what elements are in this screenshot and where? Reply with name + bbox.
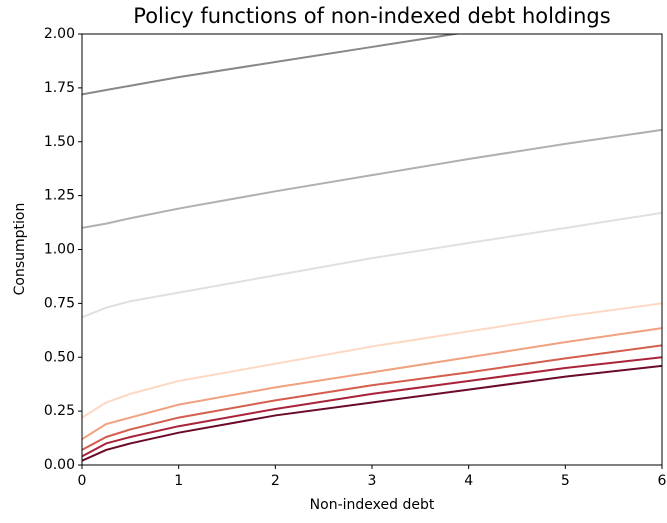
- x-tick-label: 3: [368, 473, 377, 489]
- y-tick-label: 0.75: [44, 295, 75, 311]
- y-axis-label: Consumption: [12, 203, 28, 296]
- x-tick-label: 6: [658, 473, 667, 489]
- y-tick-label: 1.50: [44, 134, 75, 150]
- series-line: [82, 128, 662, 229]
- x-axis-label: Non-indexed debt: [310, 497, 435, 513]
- plot-lines: [82, 34, 662, 462]
- y-tick-label: 0.25: [44, 403, 75, 419]
- plot-frame: [81, 33, 663, 466]
- y-tick-label: 1.25: [44, 188, 75, 204]
- series-line: [82, 356, 662, 458]
- y-tick-label: 0.00: [44, 457, 75, 473]
- series-line: [82, 327, 662, 440]
- y-tick-label: 0.50: [44, 349, 75, 365]
- series-line: [82, 302, 662, 419]
- x-tick-label: 2: [271, 473, 280, 489]
- x-tick-label: 5: [561, 473, 570, 489]
- series-line: [82, 34, 462, 96]
- y-tick-label: 1.00: [44, 242, 75, 258]
- y-tick-label: 1.75: [44, 80, 75, 96]
- series-line: [82, 211, 662, 319]
- chart-title: Policy functions of non-indexed debt hol…: [133, 4, 610, 28]
- series-line: [82, 364, 662, 462]
- x-tick-label: 1: [174, 473, 183, 489]
- x-tick-label: 4: [464, 473, 473, 489]
- x-tick-label: 0: [78, 473, 87, 489]
- series-line: [82, 344, 662, 451]
- y-tick-label: 2.00: [44, 26, 75, 42]
